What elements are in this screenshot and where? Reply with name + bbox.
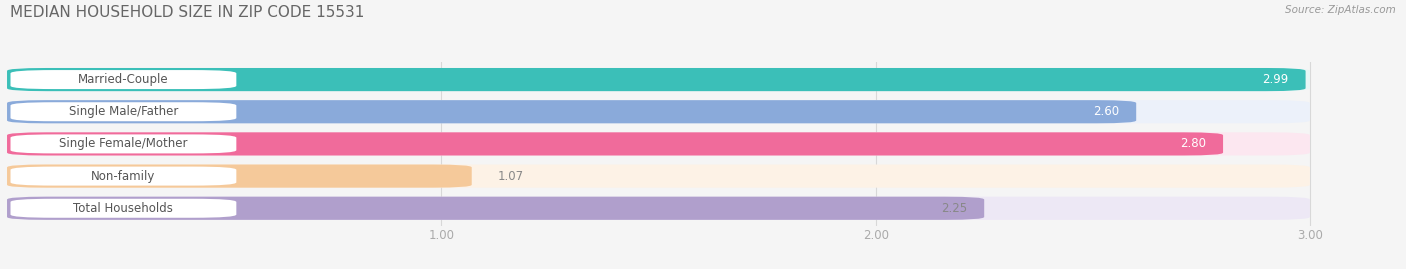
Text: Single Female/Mother: Single Female/Mother [59, 137, 187, 150]
Text: Single Male/Father: Single Male/Father [69, 105, 179, 118]
FancyBboxPatch shape [10, 70, 236, 89]
FancyBboxPatch shape [7, 132, 1223, 155]
FancyBboxPatch shape [10, 167, 236, 186]
FancyBboxPatch shape [7, 197, 1310, 220]
Text: 2.99: 2.99 [1263, 73, 1288, 86]
Text: MEDIAN HOUSEHOLD SIZE IN ZIP CODE 15531: MEDIAN HOUSEHOLD SIZE IN ZIP CODE 15531 [10, 5, 364, 20]
Text: Total Households: Total Households [73, 202, 173, 215]
Text: Married-Couple: Married-Couple [79, 73, 169, 86]
FancyBboxPatch shape [7, 68, 1310, 91]
FancyBboxPatch shape [10, 199, 236, 218]
FancyBboxPatch shape [10, 102, 236, 121]
FancyBboxPatch shape [7, 100, 1310, 123]
FancyBboxPatch shape [7, 165, 472, 188]
Text: 1.07: 1.07 [498, 169, 524, 183]
FancyBboxPatch shape [7, 132, 1310, 155]
Text: Non-family: Non-family [91, 169, 156, 183]
FancyBboxPatch shape [7, 100, 1136, 123]
FancyBboxPatch shape [10, 134, 236, 153]
FancyBboxPatch shape [7, 165, 1310, 188]
Text: 2.80: 2.80 [1180, 137, 1206, 150]
Text: 2.60: 2.60 [1092, 105, 1119, 118]
Text: 2.25: 2.25 [941, 202, 967, 215]
FancyBboxPatch shape [7, 68, 1306, 91]
Text: Source: ZipAtlas.com: Source: ZipAtlas.com [1285, 5, 1396, 15]
FancyBboxPatch shape [7, 197, 984, 220]
